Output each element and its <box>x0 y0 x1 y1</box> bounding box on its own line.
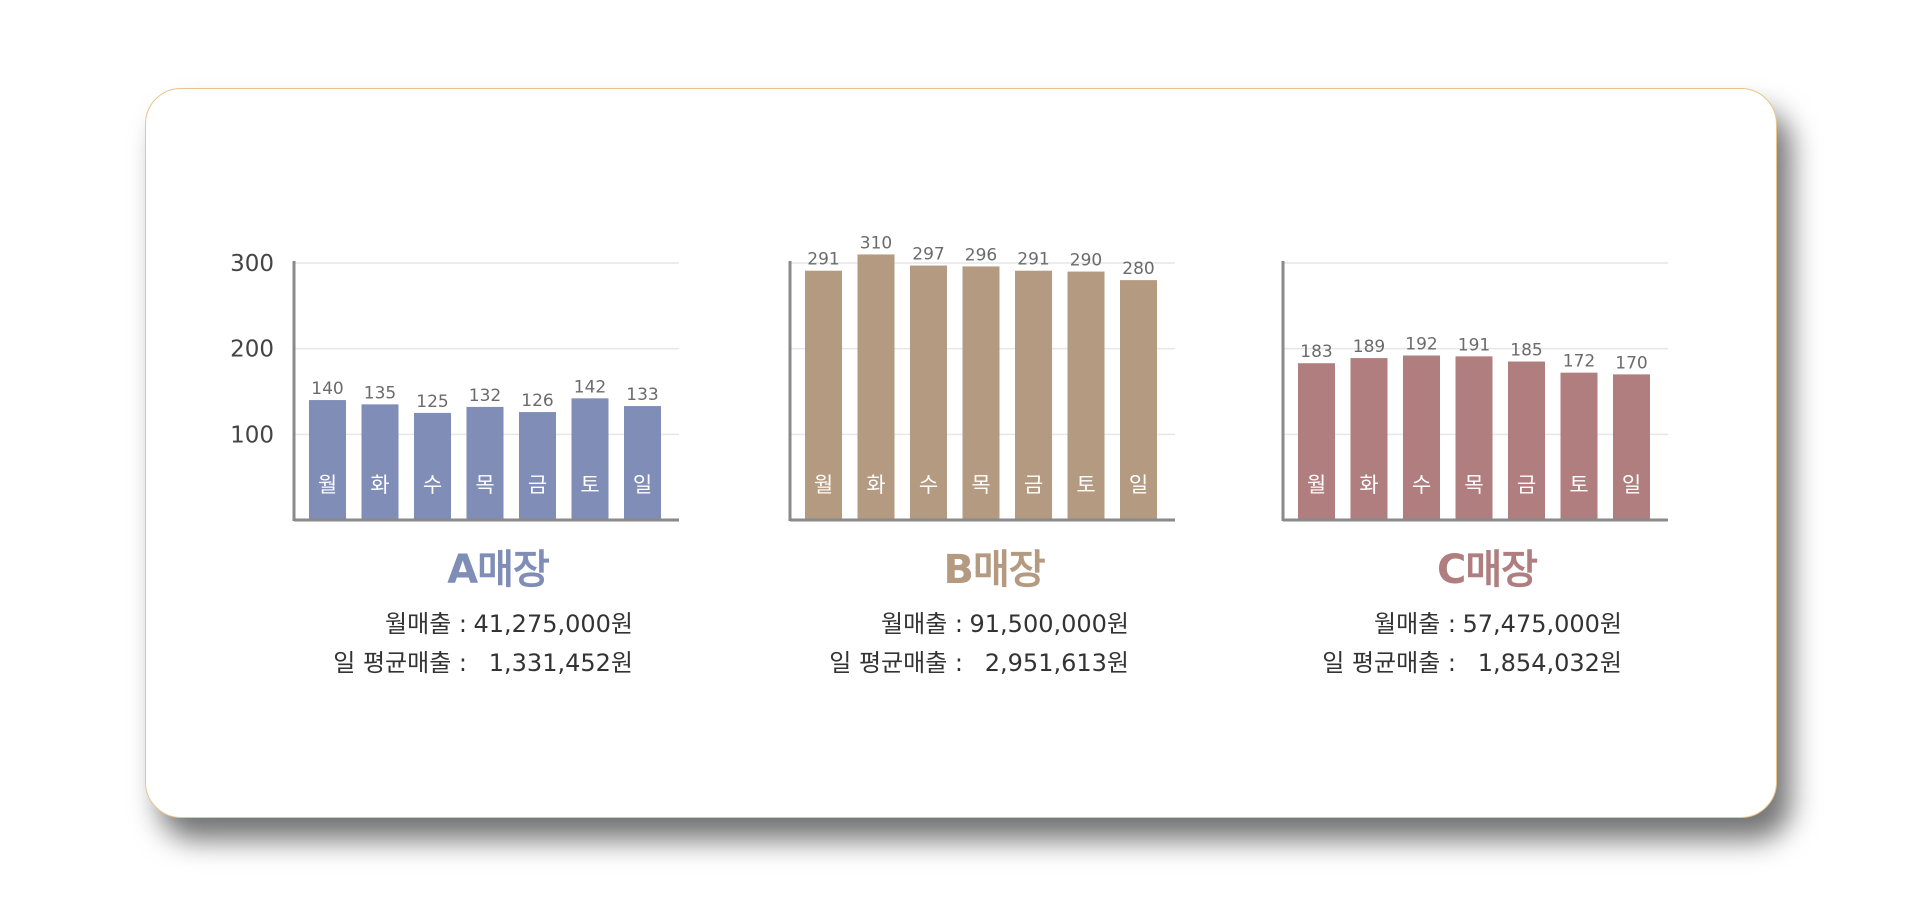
store-c-title: C매장 <box>1437 547 1538 593</box>
store-c-monthly-sales: 월매출 : 57,475,000원 <box>1222 604 1622 638</box>
monthly-sales-label: 월매출 : <box>881 610 963 638</box>
bar-value-label: 189 <box>1353 337 1385 357</box>
day-label: 일 <box>1622 473 1641 497</box>
bar-value-label: 291 <box>807 250 839 270</box>
bar-c-6 <box>1560 372 1598 520</box>
bar-value-label: 291 <box>1017 250 1049 270</box>
day-label: 금 <box>1024 473 1043 497</box>
monthly-sales-label: 월매출 : <box>1374 610 1456 638</box>
store-c-daily-avg-sales: 일 평균매출 : 1,854,032원 <box>1222 643 1622 677</box>
bar-value-label: 185 <box>1510 341 1542 361</box>
bar-value-label: 183 <box>1300 342 1332 362</box>
day-label: 목 <box>971 473 990 497</box>
bar-a-6 <box>571 398 609 520</box>
day-label: 목 <box>475 473 494 497</box>
bar-c-4 <box>1455 356 1493 520</box>
y-tick-label: 200 <box>230 337 274 363</box>
bar-a-1 <box>309 400 346 520</box>
bar-c-2 <box>1350 358 1388 520</box>
bar-b-3 <box>910 265 947 520</box>
bar-c-7 <box>1613 374 1650 520</box>
monthly-sales-value: 57,475,000원 <box>1462 610 1623 638</box>
store-a-title: A매장 <box>447 547 550 593</box>
bar-value-label: 132 <box>469 386 501 406</box>
day-label: 토 <box>1076 473 1095 497</box>
bar-c-1 <box>1298 363 1335 520</box>
bar-a-5 <box>519 412 556 520</box>
day-label: 금 <box>1517 473 1536 497</box>
bar-value-label: 297 <box>912 245 944 265</box>
bar-value-label: 192 <box>1405 335 1437 355</box>
bar-b-4 <box>962 266 1000 520</box>
bar-value-label: 191 <box>1458 335 1490 355</box>
daily-avg-sales-value: 1,331,452원 <box>488 649 633 677</box>
bar-value-label: 170 <box>1615 353 1647 373</box>
bar-c-3 <box>1403 355 1440 520</box>
day-label: 토 <box>1569 473 1588 497</box>
day-label: 월 <box>814 473 833 497</box>
day-label: 수 <box>1412 473 1431 497</box>
chart-card: 140 월 135 화 125 수 132 목 126 금 142 토 133 일 291 월 310 화 297 수… <box>145 88 1777 818</box>
monthly-sales-value: 91,500,000원 <box>969 610 1130 638</box>
bar-value-label: 126 <box>521 391 553 411</box>
bar-value-label: 296 <box>965 245 997 265</box>
store-b-daily-avg-sales: 일 평균매출 : 2,951,613원 <box>729 643 1129 677</box>
day-label: 화 <box>866 473 885 497</box>
bar-value-label: 142 <box>574 377 606 397</box>
day-label: 토 <box>580 473 599 497</box>
daily-avg-sales-value: 2,951,613원 <box>984 649 1129 677</box>
bar-charts: 140 월 135 화 125 수 132 목 126 금 142 토 133 일 291 월 310 화 297 수… <box>230 233 1668 522</box>
bar-a-3 <box>414 412 451 520</box>
day-label: 수 <box>919 473 938 497</box>
day-label: 금 <box>528 473 547 497</box>
bar-b-2 <box>857 254 895 520</box>
daily-avg-sales-label: 일 평균매출 : <box>829 649 963 677</box>
bar-value-label: 140 <box>311 379 343 399</box>
bar-value-label: 290 <box>1070 251 1102 271</box>
day-label: 화 <box>370 473 389 497</box>
bar-value-label: 172 <box>1563 352 1595 372</box>
daily-avg-sales-label: 일 평균매출 : <box>1322 649 1456 677</box>
store-b-monthly-sales: 월매출 : 91,500,000원 <box>729 604 1129 638</box>
day-label: 일 <box>1129 473 1148 497</box>
day-label: 일 <box>633 473 652 497</box>
monthly-sales-label: 월매출 : <box>385 610 467 638</box>
day-label: 월 <box>1307 473 1326 497</box>
bar-value-label: 133 <box>626 385 658 405</box>
monthly-sales-value: 41,275,000원 <box>473 610 634 638</box>
bar-c-5 <box>1508 361 1545 520</box>
daily-avg-sales-label: 일 평균매출 : <box>333 649 467 677</box>
day-label: 화 <box>1359 473 1378 497</box>
bar-value-label: 125 <box>416 392 448 412</box>
bar-value-label: 135 <box>364 383 396 403</box>
bar-a-4 <box>466 406 504 520</box>
day-label: 월 <box>318 473 337 497</box>
store-a-daily-avg-sales: 일 평균매출 : 1,331,452원 <box>233 643 633 677</box>
bar-a-2 <box>361 404 399 520</box>
bar-b-1 <box>805 270 842 520</box>
day-label: 목 <box>1464 473 1483 497</box>
y-tick-label: 300 <box>230 251 274 277</box>
bar-value-label: 280 <box>1122 259 1154 279</box>
daily-avg-sales-value: 1,854,032원 <box>1477 649 1622 677</box>
bar-b-7 <box>1120 280 1157 520</box>
bar-value-label: 310 <box>860 233 892 253</box>
bar-b-6 <box>1067 271 1105 520</box>
store-a-monthly-sales: 월매출 : 41,275,000원 <box>233 604 633 638</box>
bar-b-5 <box>1015 270 1052 520</box>
bar-a-7 <box>624 406 661 520</box>
y-tick-label: 100 <box>230 422 274 448</box>
day-label: 수 <box>423 473 442 497</box>
store-b-title: B매장 <box>943 547 1045 593</box>
